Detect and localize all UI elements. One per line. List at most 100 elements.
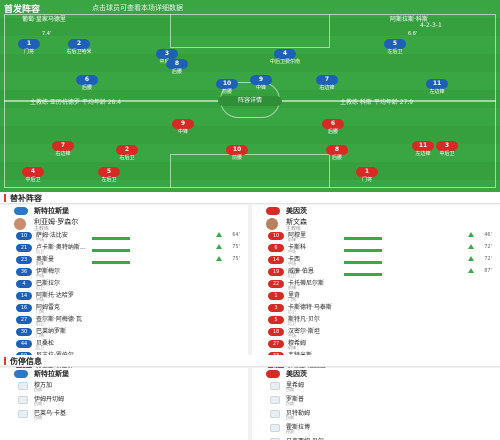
player-name: 卡西 (288, 256, 301, 263)
sub-event-bar (344, 273, 382, 276)
red-player-marker[interactable]: 8 后腰 (310, 136, 364, 162)
sub-row[interactable]: 10 阿穆里 前锋 46' (252, 231, 500, 243)
player-position: 后卫 (36, 345, 44, 350)
red-player-marker[interactable]: 9 中锋 (156, 110, 210, 136)
red-player-marker[interactable]: 11 左边锋 (396, 132, 450, 158)
jersey-number: 1 (356, 167, 378, 177)
red-player-marker[interactable]: 2 右后卫 (100, 136, 154, 162)
sub-row[interactable]: 4 巴斯拉尔 后卫 (0, 279, 248, 291)
injury-status: 伤病 (286, 401, 294, 406)
sub-row[interactable]: 14 卡西 中场 72' (252, 255, 500, 267)
sub-row[interactable]: 23 奥斯曼 前锋 75' (0, 255, 248, 267)
blue-player-marker[interactable]: 11 左边锋 (410, 70, 464, 96)
away-formation: 4-2-3-1 (420, 22, 442, 29)
player-name: 阿穆里 (288, 232, 307, 239)
sub-row[interactable]: 18 汉密尔·斯坦 中场 (252, 327, 500, 339)
red-player-marker[interactable]: 3 中后卫 (420, 132, 474, 158)
player-name: 卡托蒂尼尔斯 (288, 280, 325, 287)
subs-header: 替补阵容 (0, 192, 500, 204)
red-player-marker[interactable]: 10 前腰 (210, 136, 264, 162)
player-name: 罗斯普 (286, 396, 305, 403)
red-player-marker[interactable]: 6 后腰 (306, 110, 360, 136)
player-position: 门将 (288, 297, 296, 302)
sub-row[interactable]: 1 里奇 门将 (252, 291, 500, 303)
sub-row[interactable]: 6 卡斯科 中场 72' (252, 243, 500, 255)
injuries-right-team[interactable]: 美因茨 (252, 368, 500, 380)
sub-in-arrow-icon (468, 244, 474, 249)
rating-label: 6.6' (408, 31, 418, 37)
sub-row[interactable]: 19 威廉·伯恩 后卫 87' (252, 267, 500, 279)
player-position: 中场 (288, 333, 296, 338)
subs-left-team[interactable]: 斯特拉斯堡 (0, 205, 248, 217)
jersey-number: 14 (16, 292, 32, 300)
sub-row[interactable]: 44 贝桑松 后卫 (0, 339, 248, 351)
sub-row[interactable]: 3 卡斯德特·马泰斯 后卫 (252, 303, 500, 315)
injury-row[interactable]: 霍斯拉博 停赛 (252, 422, 500, 436)
injuries-left-team[interactable]: 斯特拉斯堡 (0, 368, 248, 380)
injury-row[interactable]: 贝特勒姆 伤病 (252, 408, 500, 422)
subs-left-panel: 斯特拉斯堡 利亚姆·罗森尔 主教练 10 萨姆·法比安 中场 64' 21 卢卡斯·奥特纳… (0, 205, 248, 374)
player-name: 贝特勒姆 (286, 410, 311, 417)
sub-row[interactable]: 27 查尔斯·阿梅德·瓦 后卫 (0, 315, 248, 327)
rating-label: 7.4' (42, 31, 52, 37)
injury-row[interactable]: 穆万加 伤病 (0, 380, 248, 394)
player-name: 前腰 (231, 155, 242, 161)
jersey-number: 1 (268, 292, 284, 300)
player-name: 后腰 (331, 155, 342, 161)
player-photo-icon (18, 396, 28, 404)
sub-event-bar (92, 237, 130, 240)
injury-row[interactable]: 马克西姆·贝尔伤病 (252, 436, 500, 440)
blue-player-marker[interactable]: 6 后腰 (60, 66, 114, 92)
red-player-marker[interactable]: 7 右边锋 (36, 132, 90, 158)
injury-row[interactable]: 巴莱乌·卡基 伤病 (0, 408, 248, 422)
sub-event-bar (344, 261, 382, 264)
red-player-marker[interactable]: 1 门将 (340, 158, 394, 184)
blue-player-marker[interactable]: 1 门将 7.4' (2, 30, 56, 56)
jersey-number: 9 (172, 119, 194, 129)
sub-row[interactable]: 14 阿斯托·达哈罗 中场 (0, 291, 248, 303)
player-photo-icon (270, 438, 280, 440)
sub-row[interactable]: 27 穆希姆 前锋 (252, 339, 500, 351)
jersey-number: 7 (316, 75, 338, 85)
sub-row[interactable]: 22 卡托蒂尼尔斯 前锋 (252, 279, 500, 291)
coach-row[interactable]: 斯文森 主教练 (252, 217, 500, 232)
injury-row[interactable]: 罗斯普 伤病 (252, 394, 500, 408)
sub-row[interactable]: 10 萨姆·法比安 中场 64' (0, 231, 248, 243)
player-name: 巴莱乌·卡基 (34, 410, 66, 417)
blue-player-marker[interactable]: 10 前腰 (200, 70, 254, 96)
subs-right-team[interactable]: 美因茨 (252, 205, 500, 217)
jersey-number: 22 (268, 280, 284, 288)
blue-player-marker[interactable]: 5 左后卫 6.6' (368, 30, 422, 56)
sub-row[interactable]: 21 卢卡斯·奥特纳斯… 后卫 75' (0, 243, 248, 255)
player-name: 阿斯托·达哈罗 (36, 292, 74, 299)
player-position: 前锋 (288, 345, 296, 350)
red-player-marker[interactable]: 5 左后卫 (82, 158, 136, 184)
jersey-number: 2 (116, 145, 138, 155)
sub-row[interactable]: 30 巴莱纳罗斯 门将 (0, 327, 248, 339)
sub-row[interactable]: 16 阿姆雷克 门将 (0, 303, 248, 315)
blue-player-marker[interactable]: 7 右边锋 (300, 66, 354, 92)
team-name: 斯特拉斯堡 (34, 370, 69, 378)
coach-role: 主教练 (286, 226, 302, 232)
player-position: 后卫 (36, 321, 44, 326)
avatar (14, 218, 26, 230)
player-name: 霍斯拉博 (286, 424, 311, 431)
injury-row[interactable]: 伊姆丹切姆 伤病 (0, 394, 248, 408)
sub-row[interactable]: 36 伊斯梅尔 中场 (0, 267, 248, 279)
blue-player-marker[interactable]: 2 右后卫哈米 (52, 30, 106, 56)
injuries-title: 伤停信息 (10, 357, 42, 366)
player-photo-icon (270, 424, 280, 432)
blue-player-marker[interactable]: 4 中后卫费尔南 (258, 40, 312, 66)
blue-player-marker[interactable]: 9 中锋 (234, 66, 288, 92)
red-player-marker[interactable]: 4 中后卫 (6, 158, 60, 184)
jersey-number: 18 (268, 328, 284, 336)
sub-row[interactable]: 5 斯特凡·贝尔 后卫 (252, 315, 500, 327)
coach-row[interactable]: 利亚姆·罗森尔 主教练 (0, 217, 248, 232)
sub-in-arrow-icon (468, 232, 474, 237)
lineup-detail-button[interactable]: 阵容详情 (218, 96, 282, 106)
injury-row[interactable]: 里希姆 伤病 (252, 380, 500, 394)
player-position: 门将 (36, 333, 44, 338)
blue-player-marker[interactable]: 8 后腰 (150, 50, 204, 76)
jersey-number: 6 (268, 244, 284, 252)
team-logo-icon (14, 207, 28, 215)
